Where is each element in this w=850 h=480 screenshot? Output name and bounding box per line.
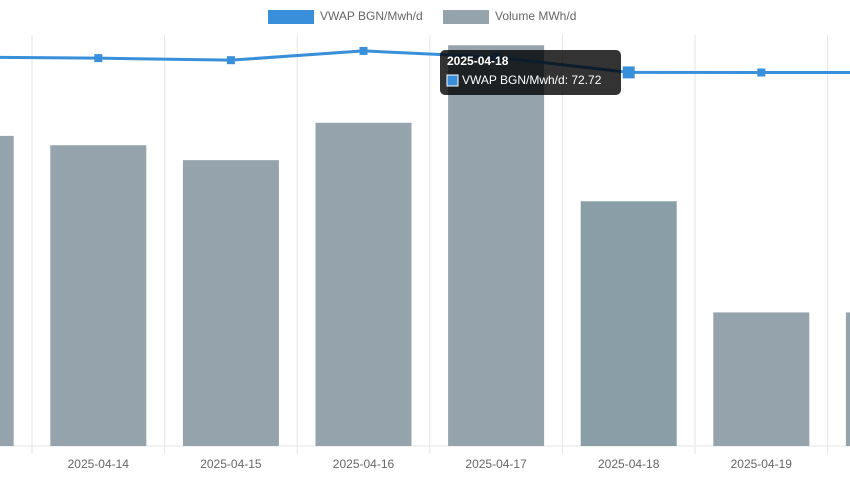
x-tick-label: 2025-04-19 [731, 457, 793, 471]
legend-swatch [443, 10, 489, 24]
bar [845, 312, 850, 446]
bar [0, 135, 14, 446]
bar [182, 160, 279, 446]
line-point [757, 68, 766, 77]
line-point [622, 66, 635, 79]
legend-label: Volume MWh/d [495, 9, 576, 23]
bar [315, 122, 412, 447]
bar [448, 45, 545, 447]
legend-label: VWAP BGN/Mwh/d [320, 9, 423, 23]
x-tick-label: 2025-04-17 [465, 457, 527, 471]
x-tick-label: 2025-04-15 [200, 457, 262, 471]
line-point [94, 54, 103, 63]
tooltip-text: VWAP BGN/Mwh/d: 72.72 [462, 73, 602, 87]
legend-swatch [268, 10, 314, 24]
x-tick-label: 2025-04-14 [68, 457, 130, 471]
x-tick-label: 2025-04-16 [333, 457, 395, 471]
tooltip-box [440, 50, 621, 95]
tooltip: 2025-04-18 VWAP BGN/Mwh/d: 72.72 [440, 50, 621, 95]
x-tick-label: 2025-04-18 [598, 457, 660, 471]
line-point [359, 46, 368, 55]
tooltip-swatch [446, 74, 459, 87]
line [0, 49, 850, 75]
line-point [226, 56, 235, 65]
bar [713, 312, 810, 446]
bar [580, 201, 677, 446]
bar [50, 145, 147, 447]
tooltip-title: 2025-04-18 [447, 54, 509, 68]
